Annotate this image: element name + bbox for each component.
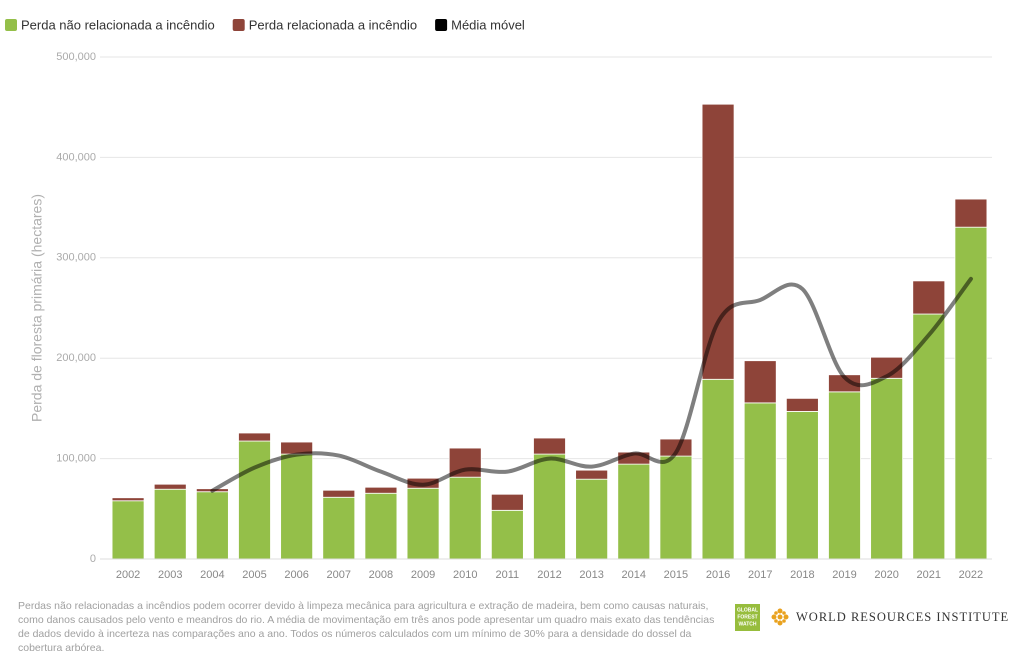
bar <box>785 411 819 560</box>
bar <box>575 478 609 560</box>
y-tick-label: 400,000 <box>56 151 96 163</box>
bar <box>238 432 271 442</box>
x-tick-label: 2017 <box>748 569 772 581</box>
x-tick-label: 2015 <box>664 569 688 581</box>
bar <box>743 402 777 560</box>
bar <box>322 496 356 560</box>
bar <box>280 453 314 560</box>
bar <box>701 378 735 560</box>
x-tick-label: 2014 <box>622 569 646 581</box>
wri-logo-mark <box>771 608 789 626</box>
gfw-logo-box <box>735 604 760 631</box>
x-tick-label: 2005 <box>242 569 266 581</box>
x-tick-label: 2008 <box>369 569 393 581</box>
legend-label: Perda não relacionada a incêndio <box>21 17 215 32</box>
x-tick-label: 2003 <box>158 569 182 581</box>
bar <box>111 497 145 502</box>
x-tick-label: 2022 <box>959 569 983 581</box>
x-tick-label: 2021 <box>917 569 941 581</box>
gfw-logo-text: WATCH <box>739 621 757 627</box>
x-tick-label: 2012 <box>537 569 561 581</box>
moving-average-line <box>210 276 973 493</box>
wri-logo-text: WORLD RESOURCES INSTITUTE <box>796 610 1009 624</box>
x-tick-label: 2010 <box>453 569 477 581</box>
bar <box>954 226 988 560</box>
legend-swatch <box>232 19 245 31</box>
bar <box>238 440 271 560</box>
x-tick-label: 2016 <box>706 569 730 581</box>
gfw-logo-text: FOREST <box>737 614 757 620</box>
bar <box>701 103 735 380</box>
bar <box>406 487 440 560</box>
bar <box>533 437 566 455</box>
y-tick-label: 300,000 <box>56 252 96 264</box>
bar <box>490 509 524 560</box>
bar <box>448 476 482 560</box>
footnote: Perdas não relacionadas a incêndios pode… <box>18 600 715 654</box>
bar <box>659 455 693 560</box>
y-tick-label: 500,000 <box>56 51 96 63</box>
bar <box>785 397 819 412</box>
bar <box>575 469 609 480</box>
x-tick-label: 2011 <box>496 569 520 581</box>
legend-label: Perda relacionada a incêndio <box>249 17 417 32</box>
x-tick-label: 2019 <box>832 569 856 581</box>
x-tick-label: 2007 <box>327 569 351 581</box>
bar <box>912 280 946 315</box>
y-tick-label: 200,000 <box>56 352 96 364</box>
legend-label: Média móvel <box>451 17 525 32</box>
bar <box>195 491 229 560</box>
bar <box>153 488 187 560</box>
x-tick-label: 2020 <box>874 569 898 581</box>
bar <box>490 493 524 511</box>
bar <box>912 313 946 560</box>
bar <box>322 489 356 498</box>
bar <box>364 486 398 494</box>
x-tick-label: 2002 <box>116 569 140 581</box>
bar <box>954 198 988 228</box>
bar <box>153 483 187 490</box>
x-tick-label: 2009 <box>411 569 435 581</box>
x-tick-label: 2018 <box>790 569 814 581</box>
bar <box>743 360 777 404</box>
y-tick-label: 100,000 <box>56 453 96 465</box>
y-axis-title: Perda de floresta primária (hectares) <box>29 194 45 422</box>
bar <box>533 453 566 560</box>
gfw-logo-text: GLOBAL <box>737 607 758 613</box>
bar <box>828 391 861 560</box>
legend-swatch <box>5 19 17 31</box>
bar <box>617 463 651 560</box>
bar <box>870 377 904 560</box>
x-tick-label: 2004 <box>200 569 224 581</box>
y-tick-label: 0 <box>90 553 96 565</box>
bar <box>364 492 398 560</box>
bar <box>111 500 145 560</box>
legend-swatch <box>435 19 448 31</box>
bar <box>659 438 693 457</box>
x-tick-label: 2013 <box>579 569 603 581</box>
x-tick-label: 2006 <box>284 569 308 581</box>
